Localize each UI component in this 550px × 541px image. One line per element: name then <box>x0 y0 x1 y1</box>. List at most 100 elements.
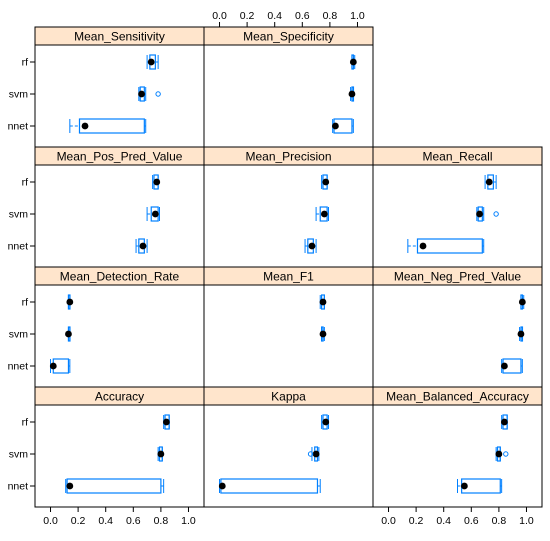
box-rf <box>163 414 170 430</box>
median-point <box>485 178 493 186</box>
median-point <box>322 418 330 426</box>
panel-mean-sensitivity: Mean_Sensitivity <box>34 26 205 148</box>
median-point <box>151 210 159 218</box>
panel-frame <box>34 404 205 508</box>
category-label-rf: rf <box>22 297 28 309</box>
panel-mean-precision: Mean_Precision <box>203 146 374 268</box>
box-nnet <box>304 238 317 254</box>
category-label-svm: svm <box>9 329 29 341</box>
box-rf <box>321 414 330 430</box>
panel-frame <box>203 284 374 388</box>
panel-title: Mean_Neg_Pred_Value <box>394 270 522 284</box>
box-svm <box>348 86 356 102</box>
box-svm <box>65 326 72 342</box>
panel-accuracy: Accuracy <box>34 386 205 508</box>
median-point <box>65 330 72 338</box>
box-svm <box>157 446 165 462</box>
median-point <box>501 362 508 370</box>
x-tick-label: 0.2 <box>409 515 424 527</box>
panel-mean-pos-pred-value: Mean_Pos_Pred_Value <box>34 146 205 268</box>
x-tick-label: 0.4 <box>98 515 113 527</box>
panel-mean-balanced-accuracy: Mean_Balanced_Accuracy <box>372 386 543 508</box>
median-point <box>319 298 327 306</box>
panel-frame <box>372 404 543 508</box>
panel-title: Mean_Balanced_Accuracy <box>386 390 529 404</box>
panel-frame <box>203 404 374 508</box>
median-point <box>518 298 526 306</box>
panel-mean-specificity: Mean_Specificity <box>203 26 374 148</box>
median-point <box>319 330 327 338</box>
outlier-point <box>307 451 314 457</box>
x-tick-label: 1.0 <box>181 515 196 527</box>
panel-title: Mean_Recall <box>422 150 492 164</box>
x-tick-label: 0.0 <box>43 515 58 527</box>
median-point <box>66 482 74 490</box>
median-point <box>138 90 145 98</box>
panel-title: Accuracy <box>95 390 144 404</box>
category-label-rf: rf <box>22 57 28 69</box>
category-label-nnet: nnet <box>8 481 29 493</box>
x-tick-label: 0.2 <box>71 515 86 527</box>
box-nnet <box>501 358 523 374</box>
x-tick-label: 0.2 <box>240 10 255 22</box>
outlier-point <box>155 91 161 97</box>
median-point <box>349 58 357 66</box>
box-iqr <box>416 238 483 254</box>
x-tick-label: 0.6 <box>126 515 141 527</box>
panel-title: Mean_Precision <box>245 150 331 164</box>
box-rf <box>518 294 526 310</box>
box-svm <box>517 326 525 342</box>
category-label-nnet: nnet <box>8 121 29 133</box>
box-nnet <box>135 238 148 254</box>
box-iqr <box>78 118 145 134</box>
panel-frame <box>34 284 205 388</box>
x-tick-label: 1.0 <box>519 515 534 527</box>
median-point <box>308 242 316 250</box>
panel-frame <box>34 44 205 148</box>
median-point <box>419 242 427 250</box>
outlier-point <box>493 211 499 217</box>
box-svm <box>138 86 161 102</box>
category-label-svm: svm <box>9 89 29 101</box>
panel-title: Kappa <box>271 390 306 404</box>
panel-title: Mean_F1 <box>263 270 314 284</box>
box-nnet <box>407 238 485 254</box>
box-nnet <box>69 118 147 134</box>
box-iqr <box>66 478 162 494</box>
box-nnet <box>49 358 71 374</box>
box-svm <box>315 206 330 222</box>
panel-title: Mean_Pos_Pred_Value <box>57 150 183 164</box>
box-svm <box>307 446 320 462</box>
median-point <box>517 330 525 338</box>
x-tick-label: 0.4 <box>436 515 451 527</box>
box-rf <box>319 294 327 310</box>
median-point <box>320 210 328 218</box>
category-label-svm: svm <box>9 449 29 461</box>
median-point <box>157 450 165 458</box>
median-point <box>348 90 356 98</box>
panel-grid: Mean_Sensitivity Mean_Specificity Mean_Pos… <box>34 26 543 508</box>
axes: rf svm nnet rf svm nnet rf svm nnet rf svm nnet 0.0 0… <box>8 10 534 527</box>
median-point <box>163 418 170 426</box>
median-point <box>49 362 57 370</box>
median-point <box>322 178 330 186</box>
box-svm <box>146 206 161 222</box>
median-point <box>332 122 339 130</box>
median-point <box>312 450 320 458</box>
category-label-rf: rf <box>22 177 28 189</box>
box-rf <box>321 174 330 190</box>
median-point <box>66 298 74 306</box>
x-tick-label: 0.4 <box>267 10 282 22</box>
panel-frame <box>203 44 374 148</box>
x-tick-label: 0.0 <box>381 515 396 527</box>
panel-kappa: Kappa <box>203 386 374 508</box>
outlier-point <box>503 451 509 457</box>
category-label-nnet: nnet <box>8 361 29 373</box>
box-rf <box>146 54 159 70</box>
panel-mean-detection-rate: Mean_Detection_Rate <box>34 266 205 388</box>
box-nnet <box>65 478 165 494</box>
box-rf <box>66 294 74 310</box>
panel-title: Mean_Sensitivity <box>74 30 165 44</box>
median-point <box>495 450 503 458</box>
